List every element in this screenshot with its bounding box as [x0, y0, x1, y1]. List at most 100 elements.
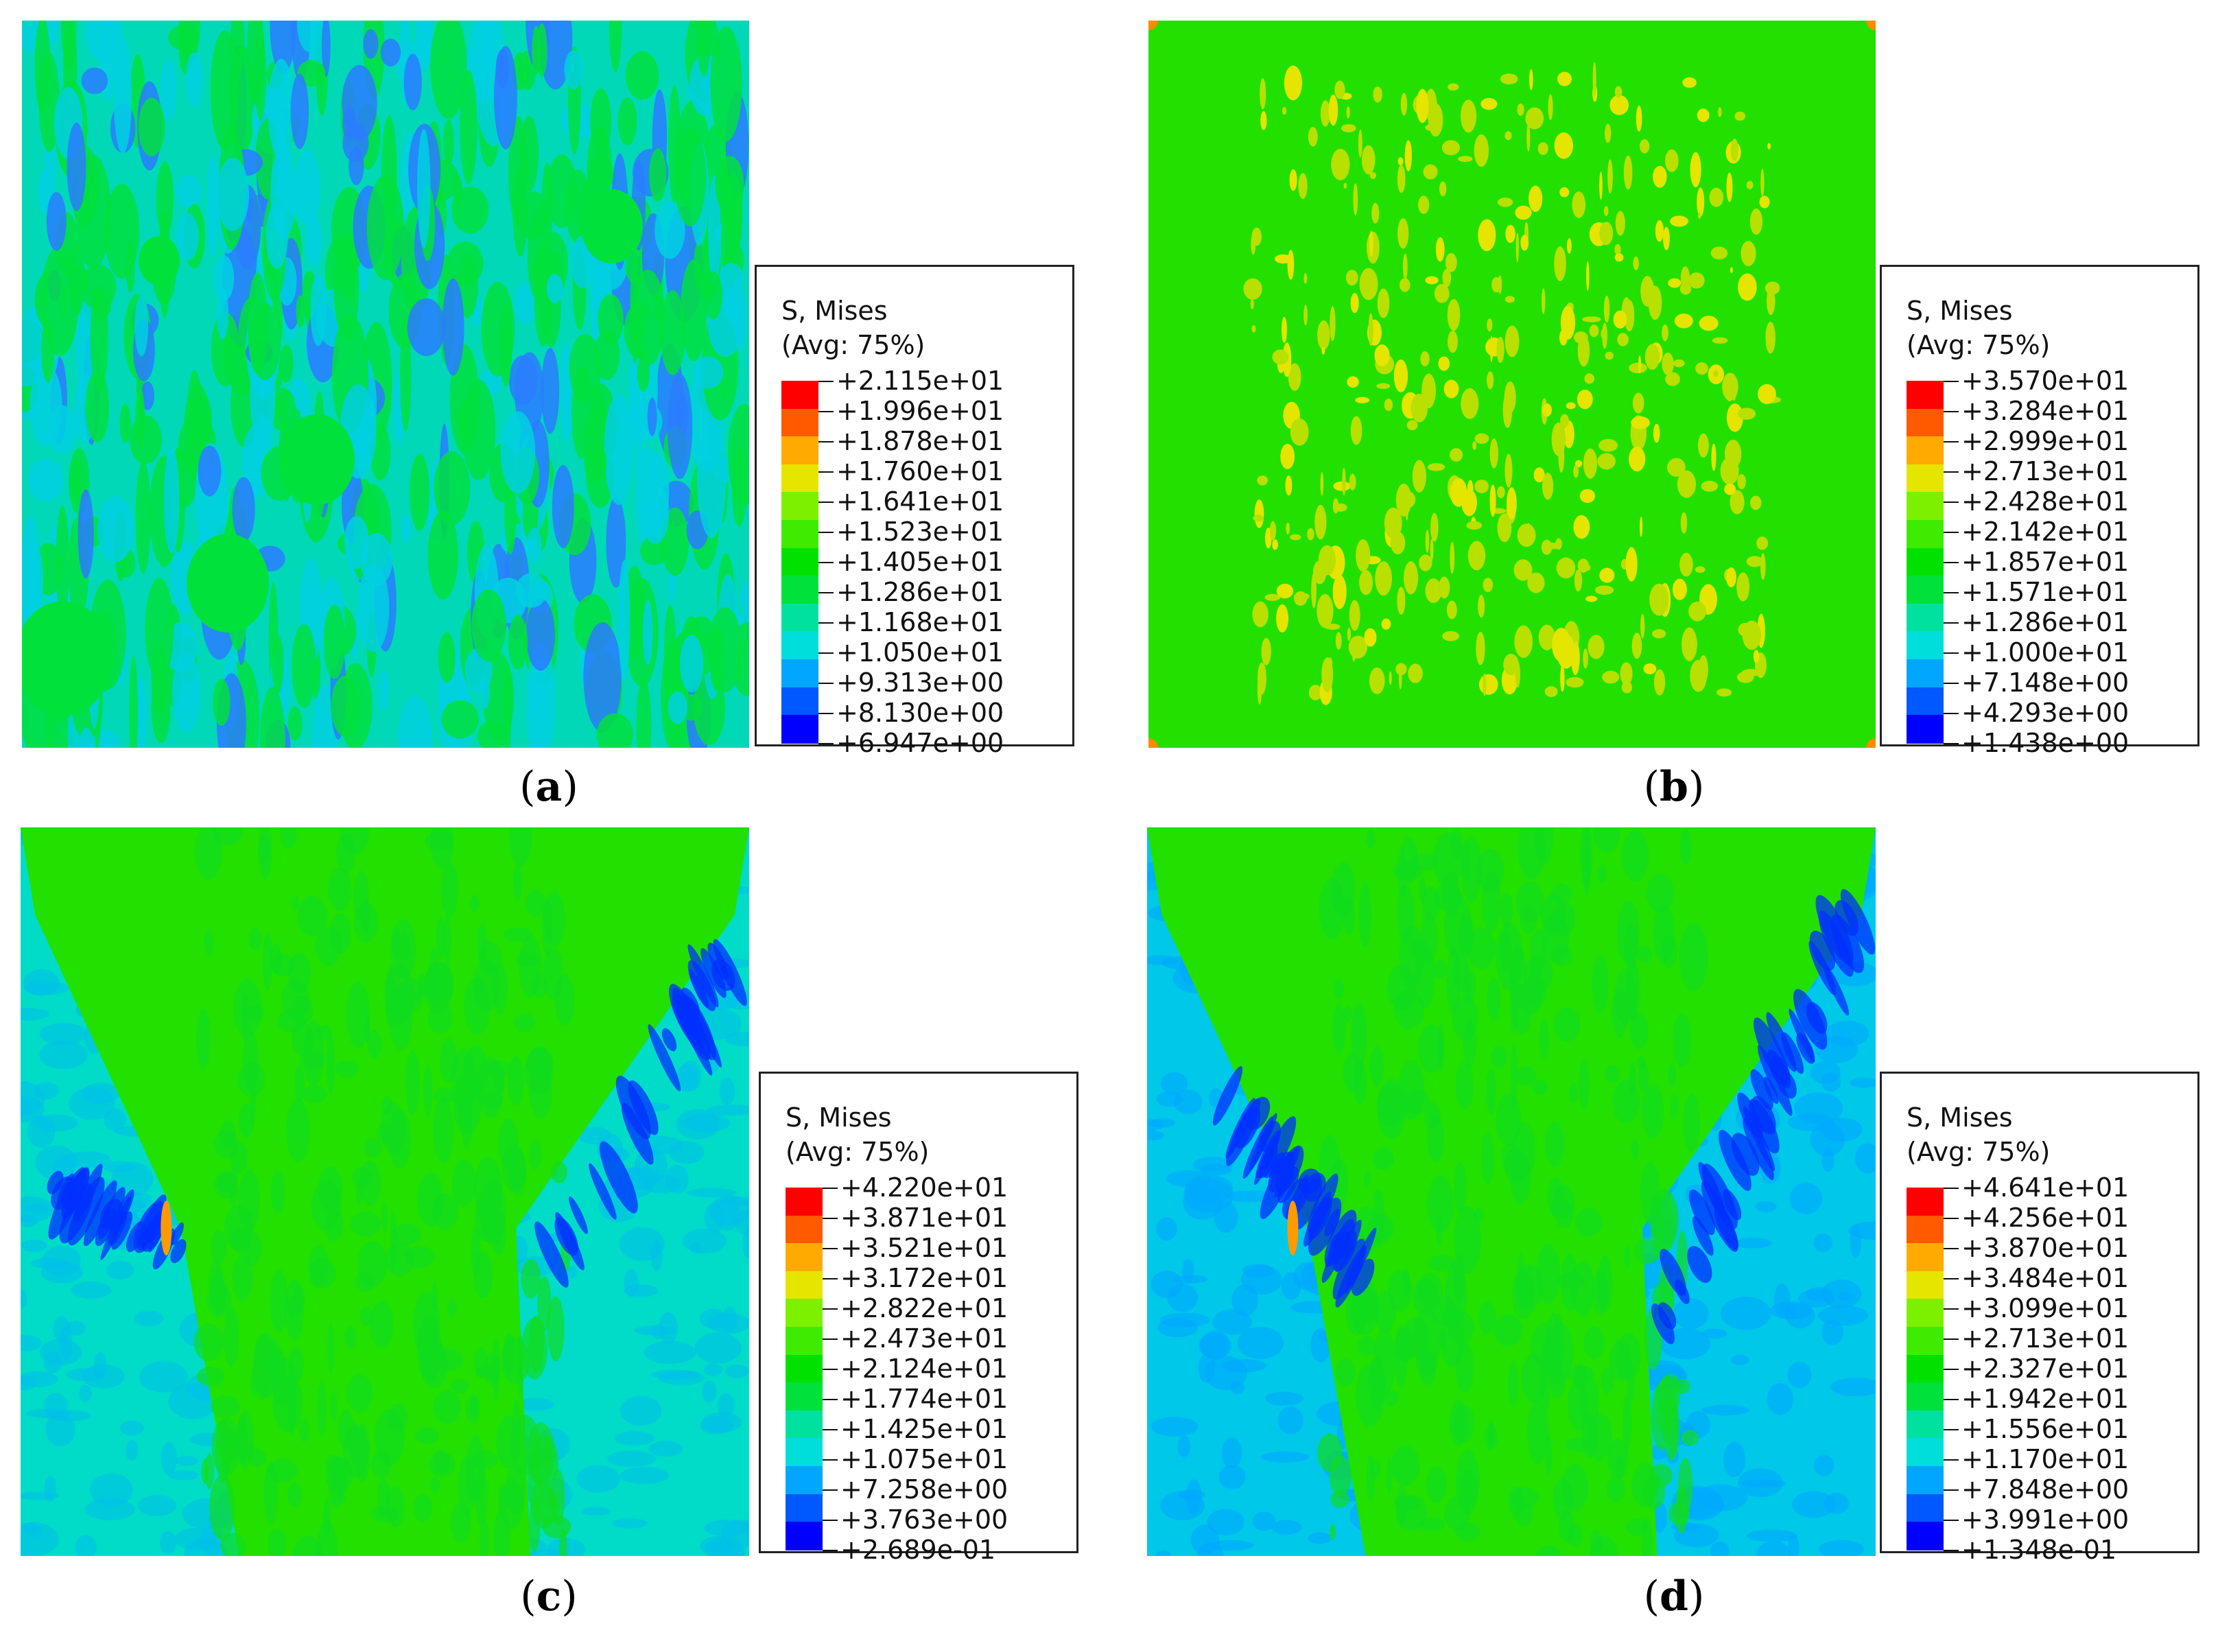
contour-region — [1537, 142, 1548, 156]
contour-region — [451, 1159, 476, 1207]
contour-region — [294, 1064, 305, 1102]
contour-region — [377, 1478, 390, 1518]
contour-region — [1507, 1362, 1518, 1407]
contour-region — [40, 1261, 84, 1284]
contour-region — [1269, 1152, 1285, 1179]
contour-region — [293, 1536, 322, 1556]
contour-region — [413, 1494, 432, 1522]
contour-region — [1834, 900, 1859, 936]
contour-region — [67, 122, 86, 211]
contour-region — [1432, 832, 1463, 888]
contour-region — [1346, 106, 1350, 119]
contour-region — [21, 1081, 45, 1116]
legend-swatch — [781, 492, 818, 521]
contour-region — [1343, 1006, 1353, 1022]
contour-region — [1575, 1207, 1603, 1237]
contour-region — [1478, 674, 1498, 695]
contour-region — [1698, 655, 1708, 684]
legend-tick — [818, 652, 834, 654]
contour-region — [1760, 168, 1765, 197]
contour-region — [696, 21, 712, 77]
contour-region — [1332, 1004, 1345, 1054]
contour-region — [1730, 490, 1745, 515]
contour-region — [1643, 1474, 1666, 1510]
contour-region — [615, 1431, 654, 1446]
contour-region — [697, 420, 727, 539]
contour-region — [1288, 363, 1301, 391]
contour-region — [67, 1320, 86, 1336]
contour-region — [1599, 567, 1615, 583]
contour-region — [1507, 487, 1517, 520]
legend-tick — [818, 501, 834, 503]
contour-region — [1631, 633, 1642, 659]
contour-region — [460, 70, 477, 185]
legend-tick — [1944, 1338, 1959, 1340]
contour-region — [1151, 1417, 1199, 1437]
contour-region — [21, 1215, 38, 1227]
contour-region — [1607, 159, 1613, 194]
contour-region — [1559, 329, 1568, 346]
contour-region — [1487, 371, 1494, 390]
contour-region — [113, 36, 132, 154]
contour-region — [1657, 1302, 1677, 1330]
contour-region — [1257, 662, 1266, 695]
contour-region — [1281, 316, 1287, 343]
legend-swatch — [1907, 687, 1944, 716]
legend-swatch — [786, 1188, 823, 1216]
contour-region — [1368, 313, 1373, 346]
contour-region — [156, 161, 174, 237]
legend-value-label: +1.050e+01 — [836, 637, 1004, 668]
contour-region — [262, 932, 273, 991]
contour-region — [1369, 1046, 1384, 1087]
contour-region — [1629, 362, 1647, 374]
contour-region — [1614, 968, 1637, 1025]
contour-region — [1343, 182, 1347, 189]
contour-region — [1384, 399, 1393, 412]
contour-region — [211, 1229, 227, 1265]
contour-region — [676, 1063, 698, 1092]
legend-tick — [1944, 501, 1959, 503]
contour-region — [1406, 420, 1418, 431]
contour-region — [1454, 1161, 1467, 1214]
contour-region — [1455, 1061, 1474, 1109]
contour-region — [1330, 306, 1336, 342]
contour-region — [665, 1164, 689, 1194]
contour-region — [269, 943, 282, 974]
contour-region — [1478, 595, 1485, 618]
contour-region — [1352, 1258, 1375, 1296]
legend-swatch — [786, 1522, 823, 1550]
contour-region — [1730, 267, 1733, 273]
contour-region — [1533, 467, 1545, 483]
contour-region — [1237, 1327, 1284, 1360]
contour-region — [631, 269, 665, 366]
contour-region — [1449, 448, 1463, 462]
contour-region — [213, 1131, 238, 1159]
contour-region — [210, 30, 239, 150]
contour-region — [1276, 583, 1294, 599]
legend-c: S, Mises (Avg: 75%) +4.220e+01 +3.871e+01… — [759, 1072, 1078, 1563]
contour-region — [1280, 443, 1295, 469]
contour-region — [1497, 486, 1505, 499]
contour-region — [1592, 62, 1596, 97]
contour-region — [1698, 1161, 1725, 1214]
contour-region — [1737, 473, 1746, 490]
contour-region — [1609, 1339, 1631, 1382]
contour-region — [1687, 1246, 1712, 1283]
contour-region — [1320, 100, 1330, 127]
contour-region — [596, 713, 634, 748]
legend-swatch — [786, 1494, 823, 1523]
contour-region — [1290, 534, 1301, 541]
contour-region — [1726, 567, 1736, 588]
legend-value-label: +1.878e+01 — [836, 425, 1004, 456]
legend-value-label: +3.284e+01 — [1961, 395, 2129, 426]
contour-region — [668, 691, 688, 724]
contour-region — [1149, 1118, 1176, 1128]
contour-region — [1697, 108, 1710, 122]
contour-region — [1605, 351, 1614, 360]
contour-region — [1491, 1045, 1507, 1069]
contour-region — [1160, 1072, 1188, 1095]
contour-region — [521, 1259, 541, 1299]
contour-region — [1604, 1065, 1620, 1083]
contour-region — [1660, 1373, 1681, 1397]
contour-region — [1514, 625, 1533, 658]
